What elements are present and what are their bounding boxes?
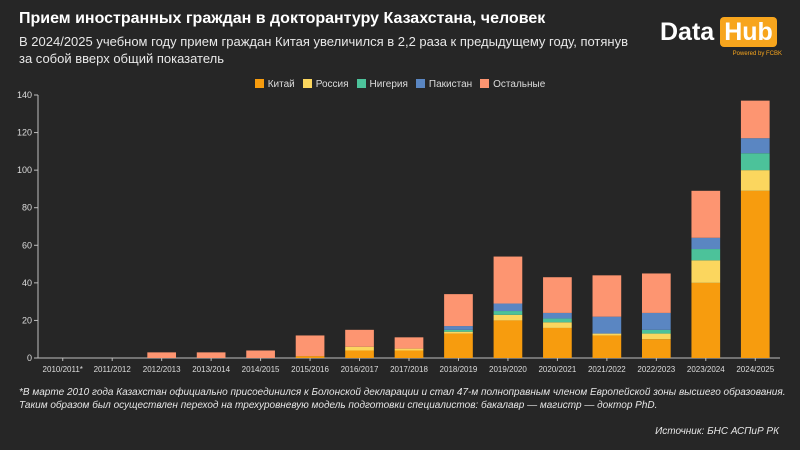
bar-segment bbox=[691, 190, 721, 238]
x-tick-label: 2017/2018 bbox=[390, 365, 428, 374]
bar-segment bbox=[493, 303, 523, 312]
bar-segment bbox=[493, 320, 523, 358]
y-tick-label: 80 bbox=[22, 203, 32, 213]
x-tick-label: 2021/2022 bbox=[588, 365, 626, 374]
logo-wordmark: Data Hub bbox=[660, 17, 777, 47]
logo-word-hub: Hub bbox=[720, 17, 777, 47]
bar-segment bbox=[444, 333, 473, 358]
bar-segment bbox=[444, 331, 473, 334]
bar-segment bbox=[592, 333, 622, 336]
legend-label: Остальные bbox=[493, 79, 546, 90]
bar-segment bbox=[493, 311, 523, 315]
bar-segment bbox=[543, 322, 572, 328]
x-tick-label: 2018/2019 bbox=[440, 365, 478, 374]
bar-segment bbox=[543, 277, 572, 313]
bar-segment bbox=[691, 282, 721, 358]
footnote: *В марте 2010 года Казахстан официально … bbox=[19, 387, 786, 411]
chart-legend: Китай Россия Нигерия Пакистан Остальные bbox=[0, 79, 800, 90]
y-tick-label: 60 bbox=[22, 240, 32, 250]
legend-item: Остальные bbox=[480, 79, 545, 90]
x-tick-label: 2024/2025 bbox=[736, 365, 774, 374]
legend-swatch bbox=[302, 79, 312, 88]
y-tick-label: 20 bbox=[22, 315, 32, 325]
bar-segment bbox=[295, 335, 325, 357]
bar-segment bbox=[345, 350, 374, 358]
bar-segment bbox=[394, 350, 424, 358]
x-tick-label: 2011/2012 bbox=[94, 365, 132, 374]
bar-segment bbox=[444, 326, 473, 330]
chart-title: Прием иностранных граждан в докторантуру… bbox=[19, 10, 546, 27]
bar-segment bbox=[394, 337, 424, 349]
chart-subtitle: В 2024/2025 учебном году прием граждан К… bbox=[19, 34, 629, 66]
x-tick-label: 2012/2013 bbox=[143, 365, 181, 374]
bar-segment bbox=[691, 249, 721, 261]
bar-segment bbox=[740, 138, 770, 154]
legend-label: Нигерия bbox=[369, 79, 408, 90]
bar-segment bbox=[246, 350, 275, 358]
logo-tagline: Powered by FCBK bbox=[732, 51, 782, 57]
bar-segment bbox=[740, 190, 770, 358]
x-tick-label: 2015/2016 bbox=[291, 365, 329, 374]
legend-label: Россия bbox=[315, 79, 349, 90]
bar-segment bbox=[592, 335, 622, 358]
source-note: Источник: БНС АСПиР РК bbox=[655, 426, 779, 437]
stacked-bar-chart: 0 20 40 60 80 100 120 140 2010/2011* 2011/2012 201… bbox=[17, 90, 780, 374]
bar-segment bbox=[740, 170, 770, 191]
legend-item: Россия bbox=[302, 79, 349, 90]
bar-segment bbox=[641, 329, 671, 334]
y-tick-label: 120 bbox=[17, 128, 32, 138]
bar-segment bbox=[740, 100, 770, 139]
bar-segment bbox=[493, 256, 523, 304]
bar-segment bbox=[691, 237, 721, 250]
bar-segment bbox=[543, 318, 572, 323]
bar-segment bbox=[493, 314, 523, 321]
y-tick-label: 140 bbox=[17, 90, 32, 100]
logo-word-data: Data bbox=[660, 18, 715, 46]
x-tick-label: 2010/2011* bbox=[43, 365, 83, 374]
bar-segment bbox=[196, 352, 226, 358]
bar-segment bbox=[641, 273, 671, 313]
bar-segment bbox=[543, 327, 572, 358]
bar-segment bbox=[691, 260, 721, 283]
legend-swatch bbox=[415, 79, 425, 88]
x-tick-label: 2019/2020 bbox=[489, 365, 527, 374]
bar-segment bbox=[345, 329, 374, 347]
legend-label: Китай bbox=[267, 79, 295, 90]
bar-segment bbox=[444, 329, 473, 332]
legend-label: Пакистан bbox=[428, 79, 473, 90]
y-tick-label: 0 bbox=[27, 353, 32, 363]
y-tick-label: 100 bbox=[17, 165, 32, 175]
legend-item: Пакистан bbox=[415, 79, 473, 90]
x-tick-label: 2020/2021 bbox=[538, 365, 576, 374]
bar-segment bbox=[394, 348, 424, 351]
bar-segment bbox=[592, 316, 622, 334]
y-tick-label: 40 bbox=[22, 278, 32, 288]
x-tick-label: 2016/2017 bbox=[341, 365, 379, 374]
bar-segment bbox=[147, 352, 177, 358]
legend-swatch bbox=[480, 79, 490, 88]
bar-segment bbox=[740, 153, 770, 171]
bar-segment bbox=[641, 312, 671, 330]
x-tick-label: 2022/2023 bbox=[637, 365, 675, 374]
legend-swatch bbox=[254, 79, 264, 88]
legend-item: Нигерия bbox=[356, 79, 408, 90]
bar-segment bbox=[641, 339, 671, 358]
datahub-logo: Data Hub Powered by FCBK bbox=[660, 17, 782, 65]
bar-segment bbox=[543, 312, 572, 319]
x-tick-label: 2014/2015 bbox=[242, 365, 280, 374]
x-tick-label: 2013/2014 bbox=[192, 365, 230, 374]
legend-item: Китай bbox=[254, 79, 295, 90]
legend-swatch bbox=[356, 79, 366, 88]
bar-segment bbox=[592, 275, 622, 317]
x-tick-label: 2023/2024 bbox=[687, 365, 725, 374]
bar-segment bbox=[295, 356, 325, 358]
bar-segment bbox=[444, 294, 473, 327]
bar-segment bbox=[345, 346, 374, 351]
bar-segment bbox=[641, 333, 671, 340]
